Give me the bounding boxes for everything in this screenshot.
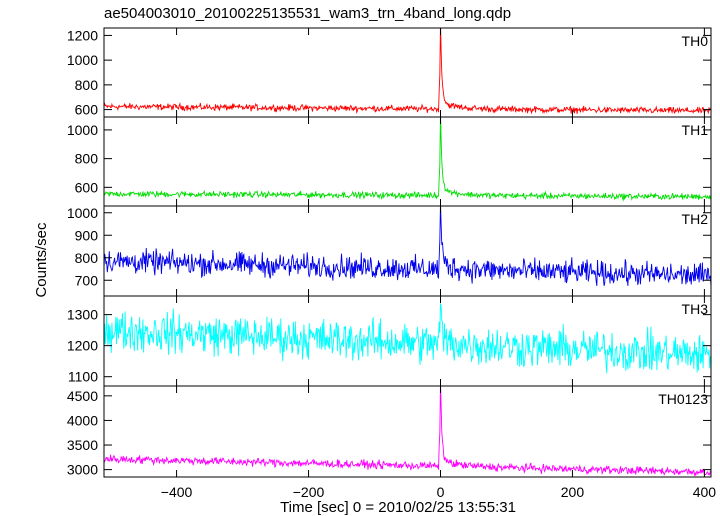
panel-frame (103, 205, 712, 297)
panel-frame (103, 27, 712, 118)
panel-frame (103, 116, 712, 207)
series-line-th2 (104, 206, 711, 287)
y-tick-label: 4500 (67, 388, 98, 404)
y-tick-label: 4000 (67, 412, 98, 428)
y-tick-label: 3000 (67, 462, 98, 478)
panel-label-th3: TH3 (682, 301, 709, 317)
y-tick-label: 1200 (67, 27, 98, 43)
panel-th2: 700 800 900 1000 TH2 (67, 205, 712, 297)
x-tick-label: 200 (561, 484, 585, 500)
y-tick-label: 1000 (67, 52, 98, 68)
y-tick-label: 800 (75, 250, 99, 266)
x-tick-label: −400 (161, 484, 193, 500)
series-line-th0 (104, 28, 711, 115)
y-tick-label: 800 (75, 151, 99, 167)
y-tick-label: 1000 (67, 205, 98, 221)
x-axis-title: Time [sec] 0 = 2010/02/25 13:55:31 (280, 499, 516, 516)
x-tick-label: 0 (437, 484, 445, 500)
panel-label-th1: TH1 (682, 122, 709, 138)
panel-th1: 600 800 1000 TH1 (67, 116, 712, 207)
panel-th3: 1100 1200 1300 TH3 (67, 295, 712, 387)
panel-label-th0: TH0 (682, 33, 709, 49)
y-axis-title: Counts/sec (33, 222, 50, 298)
panel-label-th0123: TH0123 (658, 391, 708, 407)
y-tick-label: 1200 (67, 338, 98, 354)
y-tick-label: 600 (75, 102, 99, 118)
y-tick-label: 600 (75, 179, 99, 195)
x-tick-label: −200 (293, 484, 325, 500)
y-tick-label: 1000 (67, 122, 98, 138)
panel-frame (103, 385, 712, 478)
y-tick-label: 1100 (68, 369, 98, 385)
y-tick-label: 900 (75, 227, 99, 243)
series-line-th1 (104, 117, 711, 202)
panels-group: 600 800 1000 1200 TH0 600 800 1000 TH1 700 800 900 1… (67, 27, 712, 478)
x-axis: −400 −200 0 200 400 (161, 484, 716, 500)
series-line-th3 (104, 303, 711, 374)
panel-th0: 600 800 1000 1200 TH0 (67, 27, 712, 118)
panel-th0123: 3000 3500 4000 4500 TH0123 (67, 385, 712, 478)
y-tick-label: 800 (75, 77, 99, 93)
series-line-th0123 (104, 386, 711, 477)
x-tick-label: 400 (693, 484, 717, 500)
panel-label-th2: TH2 (682, 211, 709, 227)
chart-title: ae504003010_20100225135531_wam3_trn_4ban… (104, 5, 511, 22)
y-tick-label: 700 (75, 272, 99, 288)
y-tick-label: 3500 (67, 437, 98, 453)
y-tick-label: 1300 (67, 307, 98, 323)
